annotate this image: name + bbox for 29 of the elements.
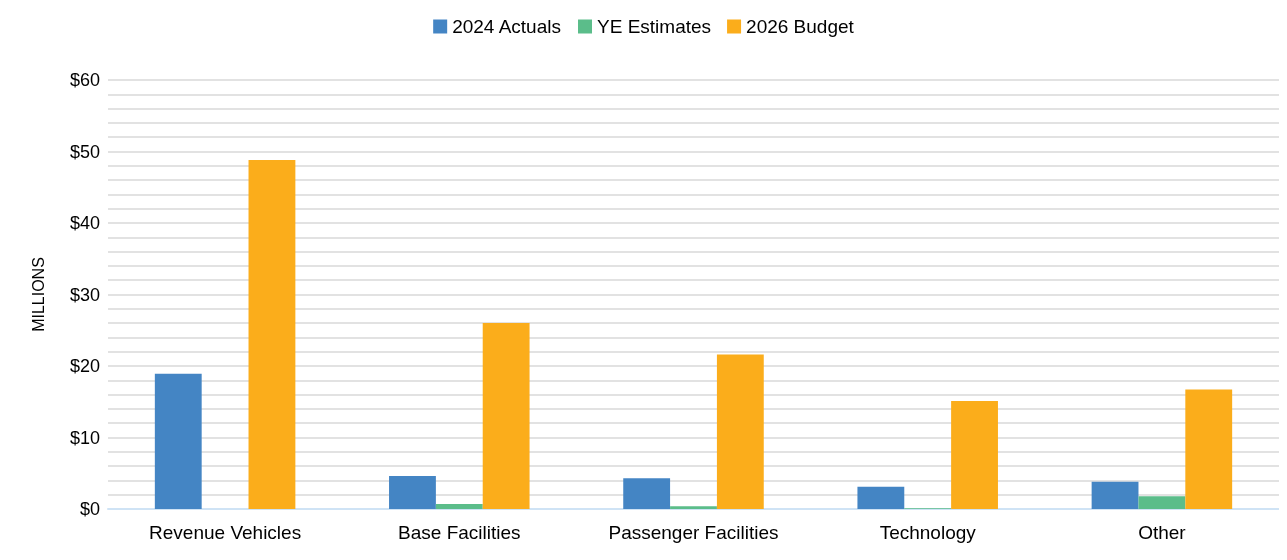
bar <box>857 486 905 509</box>
x-tick-label: Technology <box>879 522 977 543</box>
y-axis-title: MILLIONS <box>29 257 47 332</box>
y-tick-label: $0 <box>79 499 100 519</box>
bar <box>1091 481 1139 509</box>
bar <box>1138 496 1186 509</box>
bar <box>482 323 530 509</box>
x-tick-label: Passenger Facilities <box>608 522 779 543</box>
bar <box>248 160 296 509</box>
legend-label: YE Estimates <box>597 16 712 37</box>
bar <box>435 504 483 509</box>
x-tick-label: Revenue Vehicles <box>149 522 302 543</box>
bar <box>951 401 998 509</box>
y-tick-label: $60 <box>69 70 100 90</box>
y-tick-label: $20 <box>69 356 100 376</box>
x-tick-label: Other <box>1138 522 1187 543</box>
bar <box>389 476 436 509</box>
y-tick-label: $30 <box>69 284 100 305</box>
bar <box>623 478 671 509</box>
bar <box>670 506 717 509</box>
y-tick-label: $40 <box>69 213 100 233</box>
bar <box>1185 389 1233 509</box>
y-tick-label: $10 <box>69 427 100 448</box>
legend-label: 2024 Actuals <box>452 16 561 37</box>
x-tick-label: Base Facilities <box>398 522 521 543</box>
legend-label: 2026 Budget <box>746 16 855 37</box>
bar <box>716 354 764 509</box>
y-tick-label: $50 <box>69 141 100 162</box>
bar <box>154 373 202 509</box>
